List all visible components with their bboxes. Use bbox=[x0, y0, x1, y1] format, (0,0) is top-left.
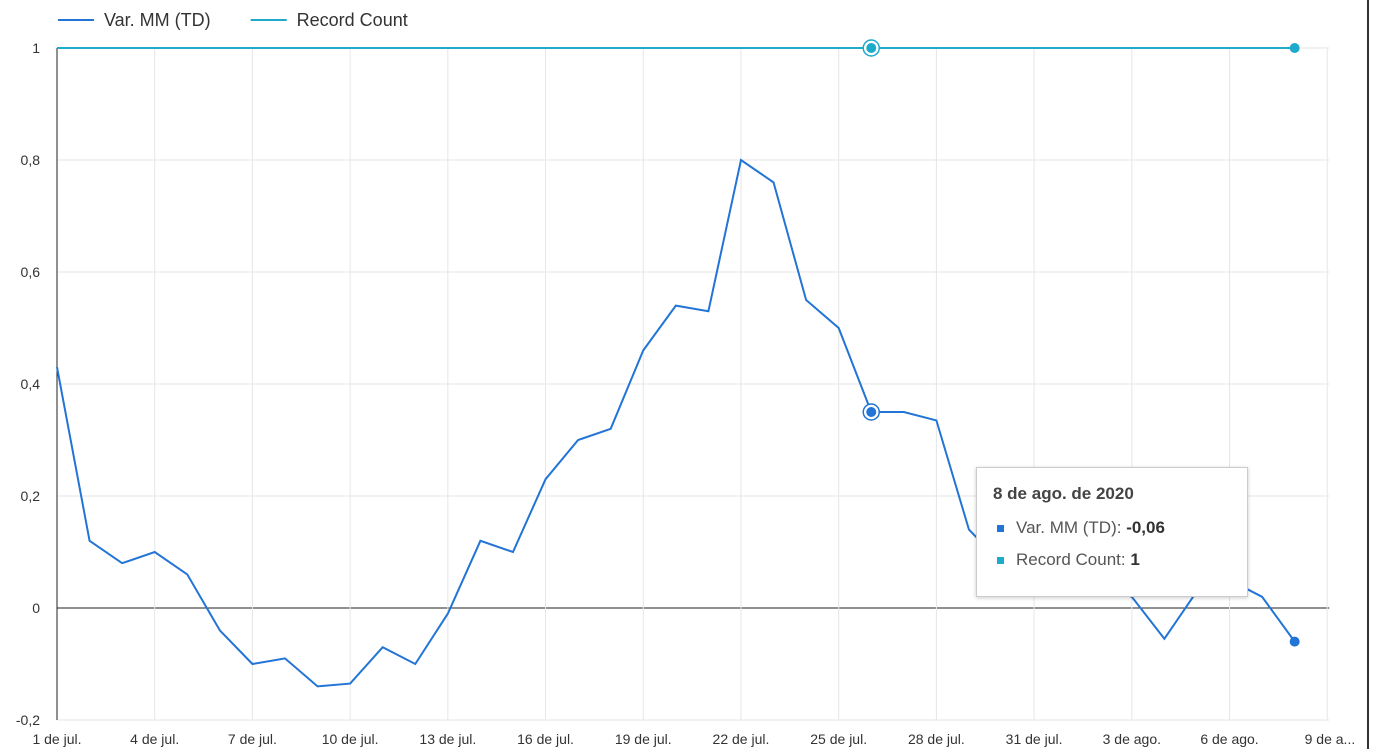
x-tick-label: 25 de jul. bbox=[810, 731, 867, 747]
tooltip: 8 de ago. de 2020 Var. MM (TD): -0,06 Re… bbox=[976, 467, 1248, 597]
highlight-point bbox=[1289, 636, 1300, 647]
series-line bbox=[56, 158, 1296, 688]
x-tick-label: 1 de jul. bbox=[32, 731, 81, 747]
highlight-point bbox=[866, 43, 877, 53]
highlight-point bbox=[866, 407, 877, 417]
highlight-point bbox=[1289, 43, 1300, 53]
tooltip-label: Record Count: bbox=[1016, 550, 1126, 569]
x-tick-label: 22 de jul. bbox=[713, 731, 770, 747]
x-tick-label: 13 de jul. bbox=[419, 731, 476, 747]
x-tick-label: 31 de jul. bbox=[1006, 731, 1063, 747]
x-tick-label: 28 de jul. bbox=[908, 731, 965, 747]
tooltip-swatch bbox=[997, 524, 1004, 532]
x-tick-label: 9 de a... bbox=[1305, 731, 1356, 747]
y-tick-label: 1 bbox=[32, 40, 40, 56]
legend-label: Record Count bbox=[297, 10, 408, 30]
x-tick-label: 4 de jul. bbox=[130, 731, 179, 747]
x-tick-label: 6 de ago. bbox=[1200, 731, 1258, 747]
y-tick-label: 0,4 bbox=[21, 376, 41, 392]
x-tick-label: 10 de jul. bbox=[322, 731, 379, 747]
y-tick-label: 0 bbox=[32, 600, 40, 616]
x-tick-label: 16 de jul. bbox=[517, 731, 574, 747]
tooltip-value: 1 bbox=[1130, 550, 1140, 569]
x-tick-label: 7 de jul. bbox=[228, 731, 277, 747]
x-tick-label: 19 de jul. bbox=[615, 731, 672, 747]
tooltip-label: Var. MM (TD): bbox=[1016, 518, 1122, 537]
y-tick-label: 0,8 bbox=[21, 152, 41, 168]
y-tick-label: 0,2 bbox=[21, 488, 41, 504]
y-tick-label: -0,2 bbox=[16, 712, 40, 728]
x-tick-label: 3 de ago. bbox=[1103, 731, 1161, 747]
tooltip-title: 8 de ago. de 2020 bbox=[993, 484, 1134, 503]
tooltip-row: Record Count: 1 bbox=[993, 550, 1231, 570]
legend-label: Var. MM (TD) bbox=[104, 10, 211, 30]
tooltip-value: -0,06 bbox=[1126, 518, 1165, 537]
tooltip-swatch bbox=[997, 556, 1004, 564]
y-tick-label: 0,6 bbox=[21, 264, 41, 280]
tooltip-row: Var. MM (TD): -0,06 bbox=[993, 518, 1231, 538]
